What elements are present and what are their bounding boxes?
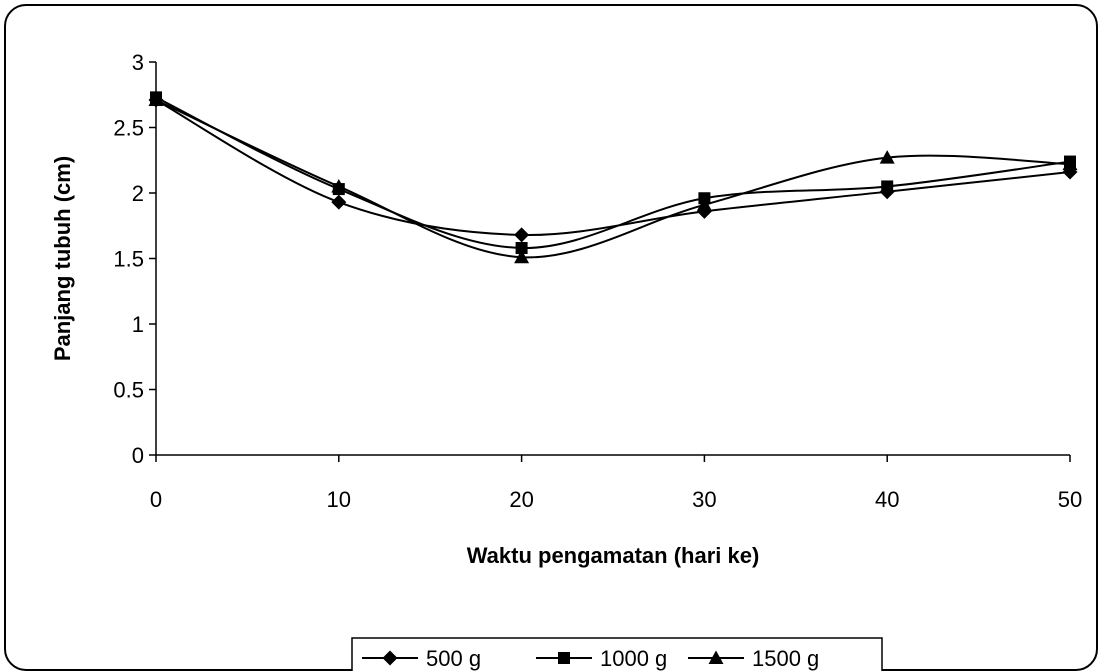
series-layer: [148, 91, 1078, 264]
y-axis-title: Panjang tubuh (cm): [50, 156, 75, 361]
legend: 500 g 1000 g 1500 g: [351, 637, 883, 671]
x-tick-label: 50: [1058, 487, 1082, 512]
x-tick-label: 20: [509, 487, 533, 512]
y-tick-label: 2.5: [113, 116, 144, 141]
x-tick-label: 0: [150, 487, 162, 512]
data-point-triangle: [331, 178, 347, 193]
series-1000-g: [150, 91, 1076, 255]
legend-marker-triangle: [708, 650, 724, 664]
y-tick-label: 0: [132, 443, 144, 468]
x-tick-label: 10: [327, 487, 351, 512]
y-tick-label: 1: [132, 312, 144, 337]
data-point-triangle: [879, 150, 895, 164]
data-point-triangle: [514, 249, 530, 264]
data-point-triangle: [148, 92, 164, 106]
series-500-g: [148, 92, 1078, 243]
data-point-diamond: [514, 227, 530, 243]
data-point-triangle: [1062, 156, 1078, 171]
legend-marker-diamond: [382, 650, 398, 666]
x-tick-label: 40: [875, 487, 899, 512]
series-1500-g: [148, 92, 1078, 264]
legend-box: [351, 637, 883, 671]
data-point-diamond: [331, 194, 347, 210]
series-line: [155, 99, 1071, 236]
y-tick-label: 3: [132, 50, 144, 75]
y-tick-label: 1.5: [113, 247, 144, 272]
legend-label: 1500 g: [752, 646, 819, 671]
data-point-square: [881, 180, 894, 193]
legend-label: 1000 g: [600, 646, 667, 671]
x-axis-title: Waktu pengamatan (hari ke): [467, 543, 760, 568]
series-line: [155, 96, 1071, 250]
legend-marker-square: [558, 652, 570, 664]
y-tick-label: 0.5: [113, 378, 144, 403]
x-tick-label: 30: [692, 487, 716, 512]
data-point-square: [515, 242, 528, 255]
y-tick-label: 2: [132, 181, 144, 206]
chart-axes: 00.511.522.530 10 20 30 40 50: [113, 50, 1082, 512]
series-line: [155, 99, 1071, 259]
data-point-triangle: [696, 197, 712, 211]
legend-label: 500 g: [426, 646, 481, 671]
